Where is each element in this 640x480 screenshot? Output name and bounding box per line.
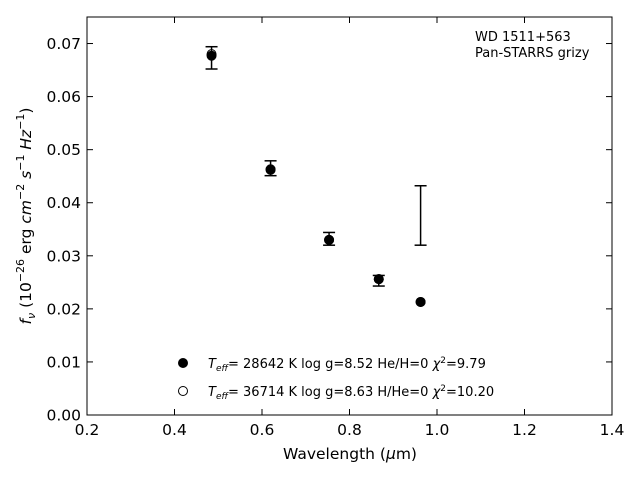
x-tick-label: 0.4	[162, 421, 187, 439]
y-tick-label: 0.03	[46, 247, 81, 265]
annotation-line-2: Pan-STARRS grizy	[475, 46, 590, 61]
legend-label: Teff= 36714 K log g=8.63 H/He=0 χ2=10.20	[208, 384, 494, 402]
y-tick-label: 0.01	[46, 353, 81, 371]
x-axis-label: Wavelength (μm)	[283, 445, 417, 463]
y-tick-label: 0.07	[46, 35, 81, 53]
error-bars	[205, 45, 427, 287]
x-tick-label: 1.2	[512, 421, 537, 439]
y-tick-label: 0.00	[46, 407, 81, 425]
model-point-open	[415, 296, 426, 307]
x-tick-label: 0.2	[75, 421, 100, 439]
model-point-open	[373, 274, 384, 285]
y-tick-label: 0.06	[46, 88, 81, 106]
x-axis-label-text: Wavelength (	[283, 445, 386, 463]
legend-marker	[178, 358, 188, 368]
x-tick-label: 0.6	[250, 421, 275, 439]
model-point-open	[324, 234, 335, 245]
data-points	[206, 49, 426, 307]
annotation-line-1: WD 1511+563	[475, 30, 571, 45]
legend-label: Teff= 28642 K log g=8.52 He/H=0 χ2=9.79	[208, 356, 486, 374]
x-tick-label: 1.0	[425, 421, 450, 439]
x-tick-label: 1.4	[600, 421, 625, 439]
legend: Teff= 28642 K log g=8.52 He/H=0 χ2=9.79 T…	[178, 356, 494, 402]
axis-ticks: 0.2 0.4 0.6 0.8 1.0 1.2 1.4 0.00 0.01 0.02 0.03 0.0…	[46, 17, 624, 439]
y-tick-label: 0.05	[46, 141, 81, 159]
model-point-open	[265, 164, 276, 175]
model-point-open	[206, 49, 217, 60]
x-tick-label: 0.8	[337, 421, 362, 439]
plot-frame	[86, 16, 613, 416]
y-tick-label: 0.04	[46, 194, 81, 212]
legend-marker	[178, 386, 188, 396]
y-axis-label: fν (10−26 erg cm−2 s−1 Hz−1)	[14, 108, 38, 325]
y-tick-label: 0.02	[46, 300, 81, 318]
